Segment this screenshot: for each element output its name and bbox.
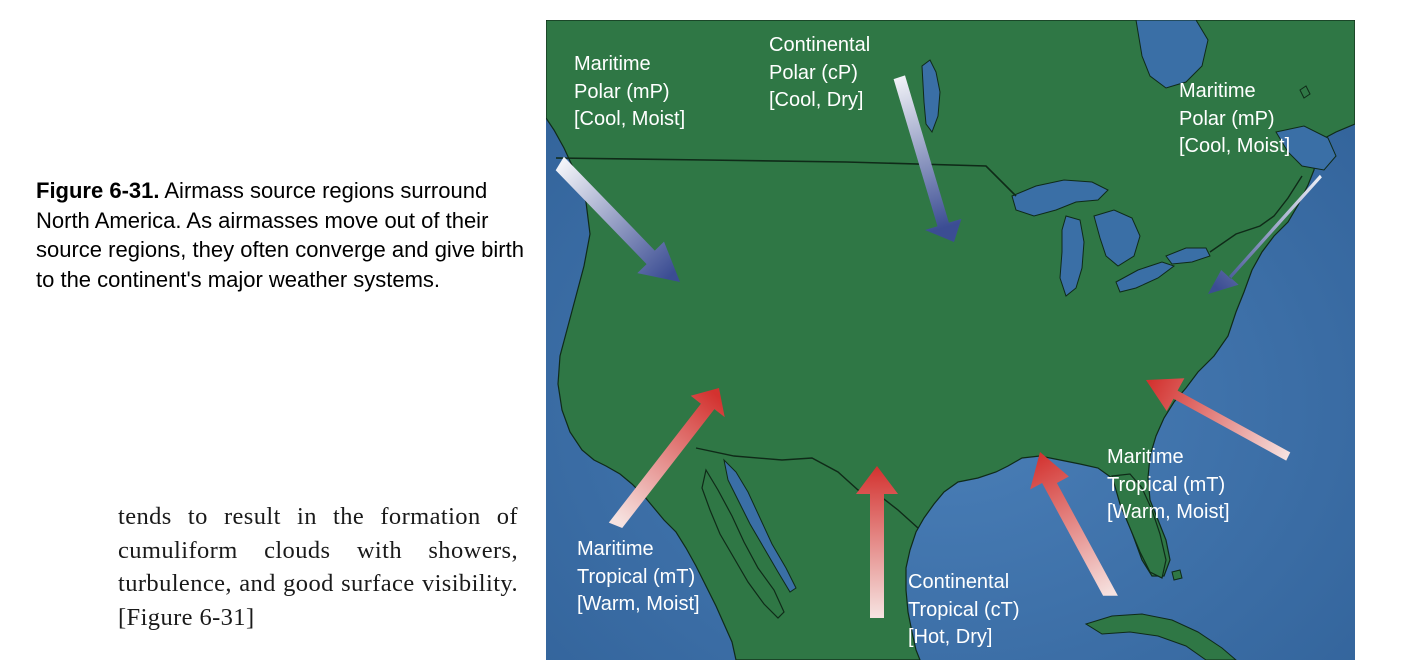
label-line: [Warm, Moist] — [1107, 501, 1230, 523]
map-graphic — [546, 20, 1355, 660]
label-mt-west: Maritime Tropical (mT) [Warm, Moist] — [577, 536, 700, 619]
label-line: Polar (mP) — [1179, 107, 1275, 130]
gulf-of-california — [723, 458, 797, 593]
ct-south-arrow — [856, 466, 898, 618]
label-line: [Cool, Moist] — [1179, 135, 1291, 157]
canada-us-border — [555, 157, 1017, 197]
label-cp-north: Continental Polar (cP) [Cool, Dry] — [769, 32, 870, 115]
island — [1299, 85, 1311, 99]
figure-caption: Figure 6-31. Airmass source regions surr… — [36, 176, 526, 294]
lake-huron — [1093, 209, 1141, 267]
label-line: Maritime — [574, 53, 651, 75]
body-paragraph: tends to result in the formation of cumu… — [118, 503, 518, 631]
gulf-st-lawrence — [1275, 125, 1337, 171]
label-line: Tropical (mT) — [1107, 473, 1226, 496]
figure-label: Figure 6-31. — [36, 178, 160, 203]
label-line: Maritime — [1179, 80, 1256, 102]
us-mexico-border — [695, 447, 919, 529]
island — [1171, 569, 1183, 581]
label-line: Polar (cP) — [769, 61, 858, 84]
label-mt-east: Maritime Tropical (mT) [Warm, Moist] — [1107, 444, 1230, 527]
lake-michigan — [1059, 215, 1085, 297]
mt-west-arrow — [608, 388, 725, 528]
caption-text: Airmass source regions surround North Am… — [36, 178, 524, 292]
cp-north-arrow — [893, 75, 962, 243]
label-mp-west: Maritime Polar (mP) [Cool, Moist] — [574, 51, 685, 134]
label-line: [Cool, Dry] — [769, 89, 864, 111]
lake-winnipeg — [921, 59, 941, 134]
mt-gulf-arrow — [1030, 452, 1118, 596]
label-line: Tropical (cT) — [908, 598, 1020, 621]
airmass-map: Maritime Polar (mP) [Cool, Moist] Contin… — [546, 20, 1355, 660]
mt-east-arrow — [1146, 378, 1291, 461]
label-line: Continental — [769, 34, 871, 56]
baja-peninsula — [701, 468, 785, 619]
label-line: [Hot, Dry] — [908, 626, 993, 648]
hudson-bay — [1135, 20, 1209, 89]
canada-us-border-east — [1209, 175, 1303, 253]
lake-erie — [1115, 261, 1176, 293]
mp-west-arrow — [555, 156, 680, 282]
mp-east-arrow — [1208, 174, 1322, 294]
lake-ontario — [1165, 247, 1211, 265]
florida — [1111, 473, 1167, 579]
label-line: Maritime — [1107, 446, 1184, 468]
label-line: Continental — [908, 571, 1010, 593]
label-ct-south: Continental Tropical (cT) [Hot, Dry] — [908, 569, 1019, 652]
label-line: Tropical (mT) — [577, 565, 696, 588]
label-line: [Warm, Moist] — [577, 593, 700, 615]
label-mp-east: Maritime Polar (mP) [Cool, Moist] — [1179, 78, 1290, 161]
label-line: Polar (mP) — [574, 80, 670, 103]
cuba — [1084, 613, 1237, 660]
label-line: [Cool, Moist] — [574, 108, 686, 130]
label-line: Maritime — [577, 538, 654, 560]
lake-superior — [1011, 179, 1109, 217]
